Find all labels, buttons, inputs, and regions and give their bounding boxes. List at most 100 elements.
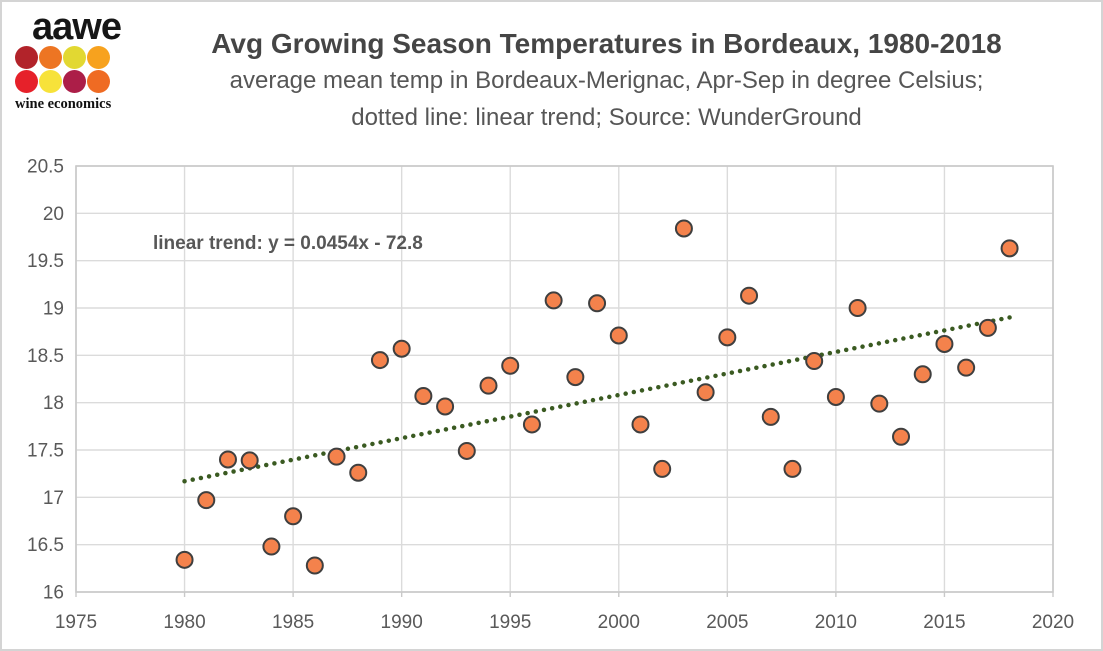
y-tick-label: 19.5: [27, 251, 64, 272]
trend-dot: [182, 478, 187, 484]
chart-header: Avg Growing Season Temperatures in Borde…: [132, 26, 1081, 136]
data-point: [718, 328, 737, 347]
trend-dot: [313, 453, 318, 458]
data-point: [870, 394, 889, 413]
data-point: [740, 286, 759, 305]
trend-dot: [827, 350, 833, 356]
x-tick-label: 1980: [163, 612, 205, 633]
y-tick-label: 17: [43, 488, 64, 509]
trend-dot: [484, 418, 490, 424]
trend-dot: [721, 371, 726, 377]
data-point: [696, 383, 715, 402]
trend-dot: [884, 339, 890, 345]
trend-dot: [476, 420, 481, 426]
trend-dot: [353, 444, 359, 450]
logo-dot: [15, 46, 38, 69]
trend-dot: [280, 459, 285, 465]
trend-dot: [737, 368, 743, 374]
trend-dot: [517, 412, 522, 418]
trend-dot: [901, 336, 906, 341]
trend-dot: [386, 438, 392, 443]
trend-dot: [509, 414, 514, 419]
trend-dot: [231, 469, 236, 474]
trend-dot: [549, 406, 555, 411]
y-tick-label: 20: [43, 204, 64, 225]
trend-dot: [541, 407, 547, 413]
trend-dot: [778, 360, 784, 366]
trend-dot: [974, 321, 980, 327]
trend-dot: [263, 462, 269, 468]
trend-dot: [345, 446, 351, 452]
data-point: [501, 356, 520, 375]
trend-dot: [362, 443, 367, 448]
y-tick-label: 20.5: [27, 157, 64, 178]
trend-dot: [206, 474, 212, 479]
trend-dot: [288, 457, 293, 463]
data-point: [957, 358, 976, 377]
logo-dot: [63, 70, 86, 93]
data-point: [370, 351, 389, 370]
data-point: [913, 365, 932, 384]
logo-dots: [15, 46, 110, 93]
data-point: [414, 387, 433, 406]
x-tick-label: 1975: [55, 612, 97, 633]
y-tick-label: 16.5: [27, 535, 64, 556]
trend-dot: [533, 409, 539, 414]
data-point: [240, 451, 259, 470]
x-tick-label: 2005: [706, 612, 748, 633]
x-tick-label: 2010: [815, 612, 857, 633]
data-point: [674, 219, 693, 238]
logo-dot: [15, 70, 38, 93]
trend-dot: [304, 454, 310, 460]
data-point: [588, 294, 607, 313]
trend-dot: [500, 415, 506, 421]
chart-subtitle-line2: dotted line: linear trend; Source: Wunde…: [351, 104, 862, 131]
data-point: [218, 450, 237, 469]
trend-dot: [860, 344, 865, 349]
data-point: [805, 352, 824, 371]
data-point: [935, 334, 954, 353]
trend-dot: [411, 433, 416, 439]
trend-dot: [696, 376, 702, 382]
logo-dot: [39, 70, 62, 93]
y-tick-label: 16: [43, 583, 64, 604]
data-point: [566, 368, 585, 387]
data-point: [826, 387, 845, 406]
trend-dot: [566, 402, 571, 408]
trend-dot: [190, 477, 195, 482]
trend-dot: [672, 381, 677, 387]
trend-dot: [435, 428, 441, 434]
data-point: [305, 556, 324, 575]
x-tick-label: 2000: [598, 612, 640, 633]
trend-equation-label: linear trend: y = 0.0454x - 72.8: [153, 233, 423, 254]
trend-dot: [214, 472, 220, 478]
trend-dot: [941, 328, 947, 333]
x-tick-label: 1995: [489, 612, 531, 633]
data-point: [609, 326, 628, 345]
data-point: [978, 318, 997, 337]
trend-dot: [607, 394, 612, 400]
trend-dot: [745, 367, 751, 372]
trend-dot: [647, 386, 653, 392]
trend-dot: [492, 417, 498, 422]
trend-dot: [394, 436, 400, 442]
trend-dot: [713, 373, 718, 379]
data-point: [284, 507, 303, 526]
trend-dot: [582, 399, 588, 405]
trend-dot: [451, 425, 457, 430]
logo-dot: [39, 46, 62, 69]
data-point: [262, 537, 281, 556]
logo-dot: [87, 70, 110, 93]
trend-dot: [370, 441, 375, 447]
y-tick-label: 18.5: [27, 346, 64, 367]
trend-dot: [892, 337, 898, 343]
trend-dot: [615, 393, 620, 398]
trend-dot: [705, 375, 710, 380]
data-point: [349, 463, 368, 482]
trend-dot: [296, 456, 302, 461]
trend-dot: [868, 342, 873, 348]
chart-title: Avg Growing Season Temperatures in Borde…: [211, 28, 1002, 59]
trend-dot: [656, 384, 661, 390]
